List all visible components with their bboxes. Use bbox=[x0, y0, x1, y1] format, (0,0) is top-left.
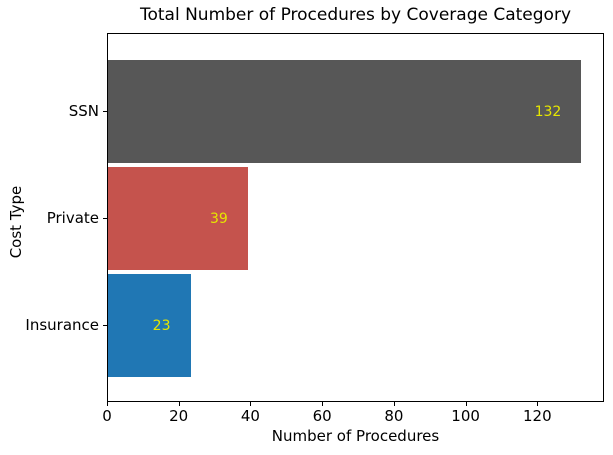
bar-value-label-ssn: 132 bbox=[534, 103, 562, 120]
x-tick-label-80: 80 bbox=[384, 407, 404, 425]
x-tick-mark bbox=[107, 402, 108, 406]
x-tick-mark bbox=[178, 402, 180, 406]
x-tick-label-0: 0 bbox=[102, 407, 112, 425]
bar-value-label-private: 39 bbox=[209, 210, 228, 227]
x-tick-mark bbox=[465, 402, 467, 406]
y-tick-label-ssn: SSN bbox=[68, 101, 99, 120]
y-tick-mark bbox=[103, 217, 107, 219]
bar-ssn: 132 bbox=[108, 60, 582, 163]
x-tick-label-20: 20 bbox=[169, 407, 189, 425]
bar-insurance: 23 bbox=[108, 274, 191, 377]
bar-private: 39 bbox=[108, 167, 248, 270]
x-axis-label: Number of Procedures bbox=[271, 427, 440, 445]
chart-title: Total Number of Procedures by Coverage C… bbox=[139, 5, 572, 25]
x-tick-mark bbox=[322, 402, 324, 406]
y-tick-label-insurance: Insurance bbox=[25, 315, 99, 334]
x-tick-mark bbox=[537, 402, 539, 406]
x-tick-label-60: 60 bbox=[312, 407, 332, 425]
x-tick-label-40: 40 bbox=[240, 407, 260, 425]
y-tick-mark bbox=[103, 110, 107, 112]
y-tick-label-private: Private bbox=[46, 208, 99, 227]
x-tick-mark bbox=[393, 402, 395, 406]
x-tick-mark bbox=[250, 402, 252, 406]
plot-area: 132 39 23 bbox=[107, 33, 604, 402]
x-tick-label-100: 100 bbox=[451, 407, 480, 425]
x-tick-label-120: 120 bbox=[522, 407, 552, 425]
y-tick-mark bbox=[103, 324, 107, 326]
bar-value-label-insurance: 23 bbox=[152, 317, 171, 334]
